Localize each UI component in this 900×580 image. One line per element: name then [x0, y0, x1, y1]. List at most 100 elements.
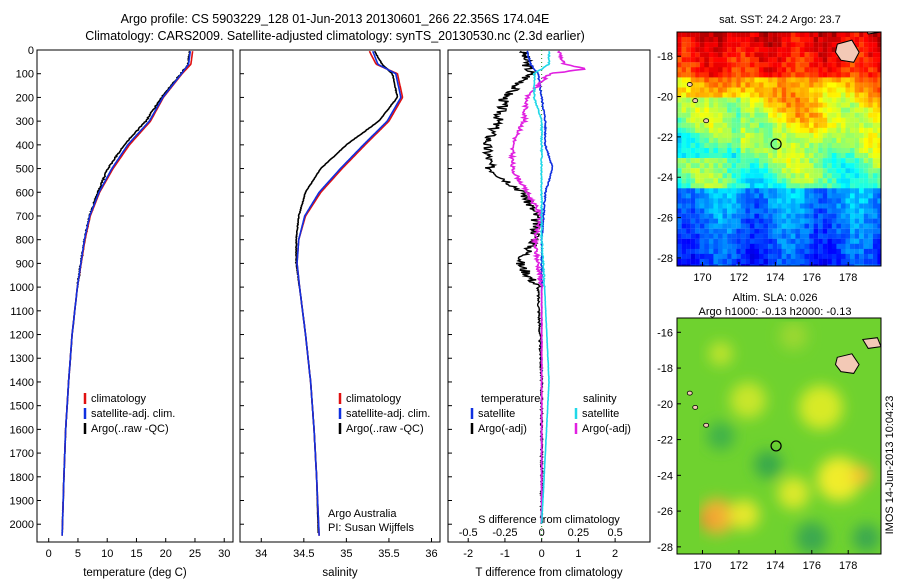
sst-cell [686, 204, 691, 209]
sst-cell [750, 123, 755, 128]
sst-cell [695, 229, 700, 234]
sst-cell [732, 52, 737, 57]
sst-cell [782, 163, 787, 168]
sst-cell [713, 82, 718, 87]
sst-cell [827, 98, 832, 103]
sst-cell [759, 103, 764, 108]
sst-cell [691, 229, 696, 234]
sst-cell [732, 93, 737, 98]
sst-cell [682, 209, 687, 214]
sst-cell [764, 229, 769, 234]
sst-cell [768, 52, 773, 57]
sst-cell [805, 42, 810, 47]
sst-cell [818, 178, 823, 183]
sst-cell [809, 47, 814, 52]
sst-cell [795, 103, 800, 108]
sst-cell [686, 158, 691, 163]
salinity-legend-label: Argo(..raw -QC) [346, 423, 424, 435]
sst-cell [850, 183, 855, 188]
sst-cell [791, 198, 796, 203]
sst-cell [841, 259, 846, 264]
sst-cell [832, 204, 837, 209]
sst-cell [709, 244, 714, 249]
sst-cell [732, 168, 737, 173]
sst-cell [727, 113, 732, 118]
sst-cell [736, 148, 741, 153]
sst-cell [677, 42, 682, 47]
sst-cell [745, 178, 750, 183]
sst-cell [818, 42, 823, 47]
sst-cell [814, 108, 819, 113]
sst-cell [827, 244, 832, 249]
sla-map-lon-label: 176 [803, 560, 821, 572]
sst-cell [686, 198, 691, 203]
sst-cell [859, 198, 864, 203]
sst-cell [695, 259, 700, 264]
sst-cell [836, 173, 841, 178]
sst-cell [864, 259, 869, 264]
sst-cell [754, 128, 759, 133]
sst-cell [682, 254, 687, 259]
sst-cell [727, 57, 732, 62]
sst-cell [873, 183, 878, 188]
sst-cell [759, 98, 764, 103]
sst-cell [695, 183, 700, 188]
sst-cell [859, 52, 864, 57]
sst-cell [773, 47, 778, 52]
sst-cell [754, 118, 759, 123]
sst-cell [754, 103, 759, 108]
sst-cell [759, 118, 764, 123]
sst-cell [873, 254, 878, 259]
sst-cell [764, 198, 769, 203]
sst-cell [818, 198, 823, 203]
sst-cell [750, 118, 755, 123]
sst-cell [732, 103, 737, 108]
sst-cell [850, 143, 855, 148]
sst-cell [850, 98, 855, 103]
sst-cell [786, 193, 791, 198]
sst-cell [800, 244, 805, 249]
sst-cell [864, 138, 869, 143]
sst-cell [704, 82, 709, 87]
sst-cell [759, 234, 764, 239]
sst-cell [741, 93, 746, 98]
sst-cell [868, 93, 873, 98]
sst-cell [868, 143, 873, 148]
sst-cell [745, 113, 750, 118]
sst-cell [805, 188, 810, 193]
sst-cell [827, 234, 832, 239]
sst-cell [868, 209, 873, 214]
sst-cell [773, 249, 778, 254]
sst-cell [836, 259, 841, 264]
sst-cell [786, 214, 791, 219]
sst-cell [745, 67, 750, 72]
sst-cell [677, 108, 682, 113]
sst-cell [691, 153, 696, 158]
sst-cell [682, 214, 687, 219]
sst-cell [855, 128, 860, 133]
sst-cell [841, 229, 846, 234]
sst-cell [754, 229, 759, 234]
sst-cell [836, 214, 841, 219]
sst-cell [855, 264, 860, 269]
sst-cell [832, 153, 837, 158]
sst-cell [855, 143, 860, 148]
sst-cell [809, 244, 814, 249]
sst-cell [805, 264, 810, 269]
sst-cell [795, 269, 800, 274]
sst-cell [759, 113, 764, 118]
sst-cell [723, 93, 728, 98]
sst-cell [773, 88, 778, 93]
sst-cell [686, 178, 691, 183]
sst-cell [795, 37, 800, 42]
sst-cell [727, 264, 732, 269]
sst-cell [782, 143, 787, 148]
sst-cell [850, 209, 855, 214]
sst-cell [759, 269, 764, 274]
sst-cell [777, 188, 782, 193]
sst-cell [818, 133, 823, 138]
sst-cell [773, 57, 778, 62]
sst-cell [750, 183, 755, 188]
sst-cell [823, 234, 828, 239]
sst-cell [750, 57, 755, 62]
